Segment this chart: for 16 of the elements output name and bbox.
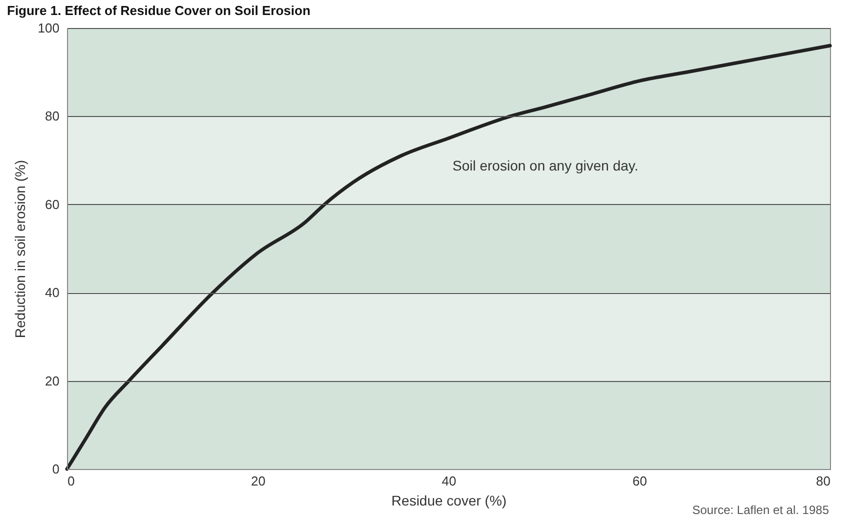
y-tick-label: 20: [45, 373, 60, 388]
x-tick-label: 40: [442, 474, 456, 488]
y-tick-label: 60: [45, 196, 60, 212]
y-axis-title: Reduction in soil erosion (%): [12, 160, 28, 338]
y-tick-label: 40: [45, 285, 60, 300]
series-label: Soil erosion on any given day.: [452, 157, 638, 174]
y-tick-label: 80: [45, 108, 60, 124]
x-axis-title: Residue cover (%): [391, 492, 507, 508]
x-tick-label: 20: [251, 474, 266, 488]
x-tick-label: 80: [816, 474, 830, 488]
y-tick-label: 100: [38, 20, 60, 36]
x-tick-label: 60: [632, 474, 647, 488]
y-tick-label: 0: [52, 462, 60, 476]
source-note: Source: Laflen et al. 1985: [692, 503, 829, 517]
chart-title: Figure 1. Effect of Residue Cover on Soil Erosion: [7, 3, 310, 18]
x-tick-label: 0: [68, 474, 75, 488]
